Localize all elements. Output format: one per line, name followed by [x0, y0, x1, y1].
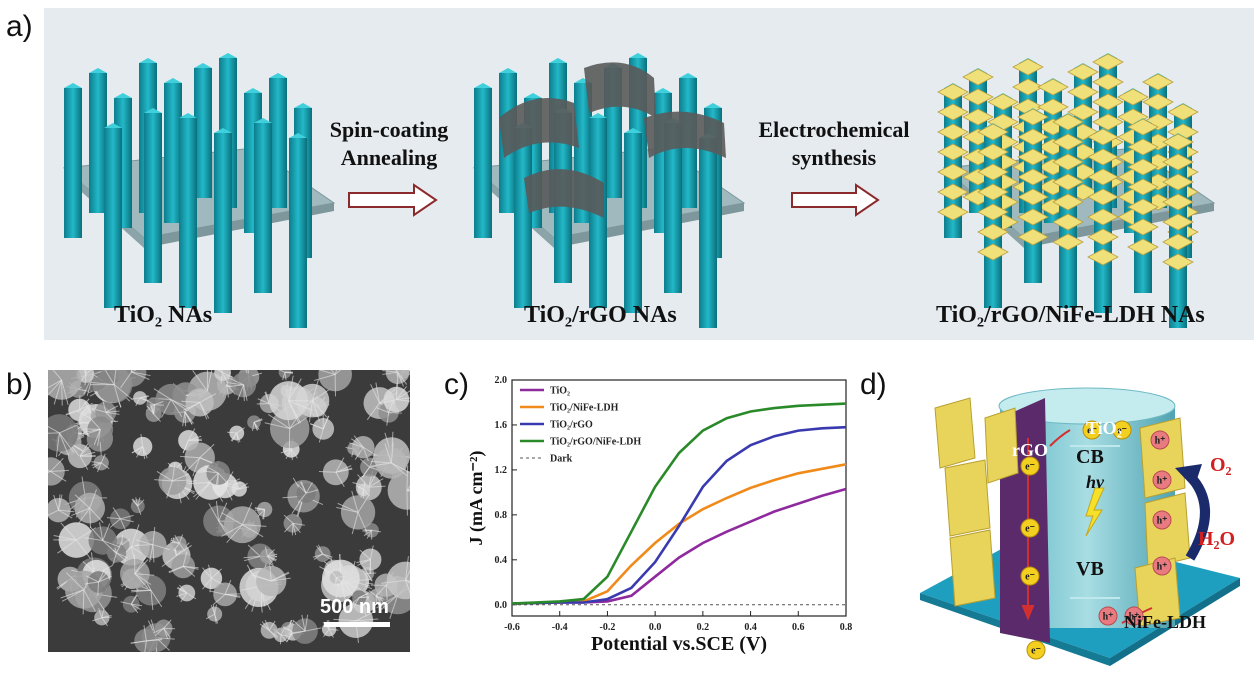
hole-label: h⁺	[1157, 476, 1168, 487]
y-tick-label: 0.0	[495, 600, 508, 611]
scale-bar-label: 500 nm	[320, 596, 389, 619]
nanorod	[179, 118, 197, 308]
step1-label-line2: Annealing	[314, 144, 464, 172]
ldh-platelet	[1128, 239, 1158, 255]
x-tick-label: -0.4	[552, 622, 568, 633]
sem-image: 500 nm	[48, 370, 410, 652]
legend-entry-4: Dark	[550, 454, 573, 465]
x-tick-label: -0.2	[600, 622, 616, 633]
series-line-1	[512, 464, 846, 603]
x-tick-label: 0.0	[649, 622, 662, 633]
ldh-platelet	[1038, 79, 1068, 95]
ldh-platelet	[1093, 54, 1123, 70]
vb-label: VB	[1076, 558, 1104, 581]
y-tick-label: 2.0	[495, 375, 508, 386]
ldh-platelet	[1068, 64, 1098, 80]
step2-label-line2: synthesis	[754, 144, 914, 172]
ldh-platelet	[963, 69, 993, 85]
hole-label: h⁺	[1157, 562, 1168, 573]
nife-ldh-label: NiFe-LDH	[1124, 612, 1206, 633]
legend-entry-3: TiO₂/rGO/NiFe-LDH	[550, 437, 641, 448]
plot-frame	[512, 380, 846, 616]
ldh-platelet	[978, 244, 1008, 260]
nanorod	[144, 113, 162, 283]
scale-bar	[324, 622, 390, 627]
hole-label: h⁺	[1155, 436, 1166, 447]
hole-label: h⁺	[1103, 612, 1114, 623]
jv-chart: -0.6 -0.4 -0.2 0.0 0.2 0.4 0.6 0.8 0.0 0.4 0.8 1.2 1…	[448, 364, 860, 670]
x-tick-label: 0.2	[697, 622, 710, 633]
ldh-platelet	[1068, 84, 1098, 100]
electron-label: e⁻	[1031, 646, 1041, 657]
ldh-platelet	[1143, 74, 1173, 90]
nanorod	[254, 123, 272, 293]
x-tick-label: 0.4	[744, 622, 757, 633]
o2-label: O₂	[1210, 454, 1232, 477]
electron-label: e⁻	[1025, 572, 1035, 583]
panel-label-b: b)	[6, 368, 33, 402]
cb-label: CB	[1076, 446, 1104, 469]
x-axis-label: Potential vs.SCE (V)	[591, 633, 767, 655]
stage3-drawing	[938, 53, 1214, 328]
ldh-platelet	[1168, 104, 1198, 120]
stage1-drawing	[64, 53, 334, 328]
mechanism-schematic: e⁻e⁻e⁻e⁻e⁻e⁻h⁺h⁺h⁺h⁺h⁺h⁺ rGO TiO₂ CB hv …	[890, 368, 1258, 670]
electron-label: e⁻	[1025, 524, 1035, 535]
ldh-platelet	[938, 204, 968, 220]
arrow-2	[792, 185, 878, 215]
stage2-caption: TiO₂/rGO NAs	[524, 302, 677, 329]
stage1-caption: TiO₂ NAs	[114, 302, 212, 329]
nanorod	[624, 133, 642, 313]
nanorod	[474, 88, 492, 238]
stage3-caption: TiO₂/rGO/NiFe-LDH NAs	[936, 302, 1205, 329]
electron-label: e⁻	[1025, 462, 1035, 473]
nanorod	[514, 128, 532, 308]
jv-chart-svg: -0.6 -0.4 -0.2 0.0 0.2 0.4 0.6 0.8 0.0 0.4 0.8 1.2 1…	[448, 364, 860, 670]
nanorod	[64, 88, 82, 238]
rgo-label: rGO	[1012, 440, 1048, 461]
x-tick-label: 0.6	[792, 622, 805, 633]
panel-label-d: d)	[860, 368, 887, 402]
synthesis-schematic: Spin-coating Annealing Electrochemical s…	[44, 8, 1254, 340]
y-tick-label: 1.6	[495, 420, 508, 431]
y-tick-label: 0.8	[495, 510, 508, 521]
step1-label-line1: Spin-coating	[314, 116, 464, 144]
nanorod	[699, 138, 717, 328]
h2o-label: H₂O	[1198, 528, 1235, 551]
legend-entry-0: TiO₂	[550, 386, 570, 397]
series-line-0	[512, 489, 846, 604]
y-tick-label: 1.2	[495, 465, 508, 476]
ldh-platelet	[1013, 59, 1043, 75]
nanorod	[289, 138, 307, 328]
nanorod	[214, 133, 232, 313]
schematic-drawing	[44, 8, 1254, 340]
tio2-label: TiO₂	[1086, 418, 1122, 439]
x-tick-label: -0.6	[504, 622, 520, 633]
arrow-1	[349, 185, 436, 215]
y-axis-label: J (mA cm⁻²)	[466, 451, 487, 546]
legend-entry-1: TiO₂/NiFe-LDH	[550, 403, 619, 414]
hole-label: h⁺	[1157, 516, 1168, 527]
step2-label-line1: Electrochemical	[754, 116, 914, 144]
nanorod	[104, 128, 122, 308]
stage2-drawing	[474, 53, 744, 328]
ldh-platelet	[1093, 74, 1123, 90]
legend-entry-2: TiO₂/rGO	[550, 420, 593, 431]
hv-label: hv	[1086, 472, 1104, 493]
ldh-platelet	[1038, 99, 1068, 115]
x-tick-label: 0.8	[840, 622, 853, 633]
ldh-platelet	[1088, 249, 1118, 265]
panel-label-a: a)	[6, 10, 33, 44]
y-tick-label: 0.4	[495, 555, 508, 566]
